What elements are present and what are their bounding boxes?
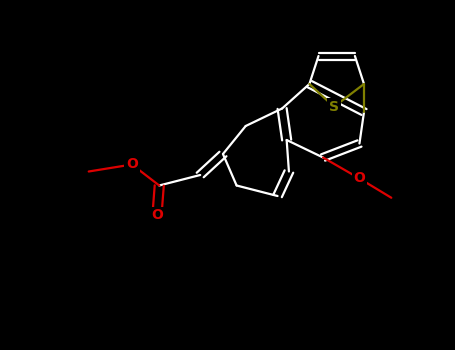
Text: O: O (354, 172, 365, 186)
Text: S: S (329, 100, 339, 114)
Text: O: O (126, 158, 138, 172)
Text: O: O (151, 208, 163, 222)
